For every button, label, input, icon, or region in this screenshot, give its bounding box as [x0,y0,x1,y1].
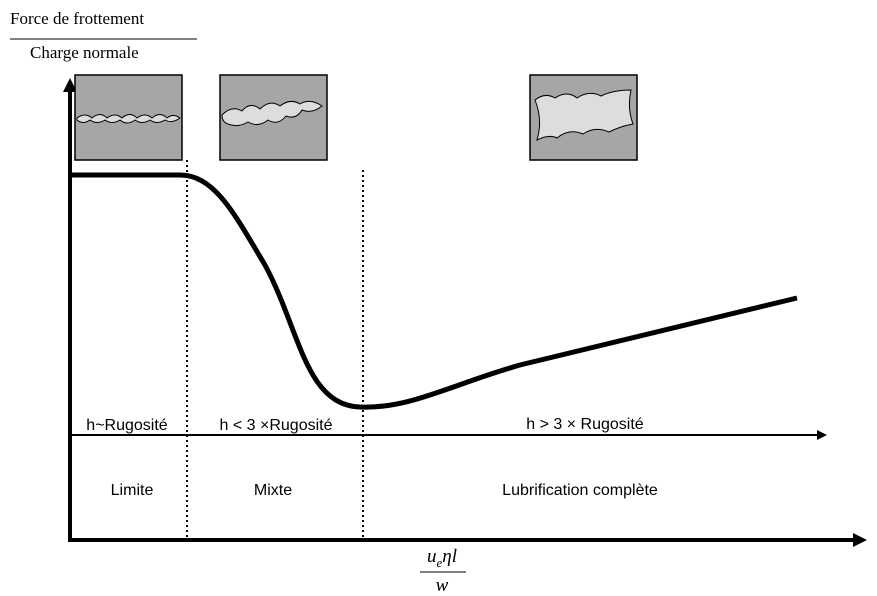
y-label-numerator: Force de frottement [10,9,144,28]
x-label-denominator: w [436,575,449,596]
surface-image [74,74,183,161]
region-label: Mixte [254,482,292,499]
region-condition: h > 3 × Rugosité [526,416,644,433]
x-label-subscript: e [437,555,443,570]
region-label: Limite [111,482,154,499]
region-label: Lubrification complète [502,482,658,499]
x-label-rest: ηl [442,546,457,567]
x-label-numerator: ueηl [427,546,457,570]
region-condition: h < 3 ×Rugosité [220,417,333,434]
region-condition: h~Rugosité [86,417,167,434]
surface-image [529,74,638,161]
y-label-denominator: Charge normale [30,43,139,62]
stribeck-curve [70,172,798,410]
x-label-base: u [427,546,437,567]
surface-image [219,74,328,161]
